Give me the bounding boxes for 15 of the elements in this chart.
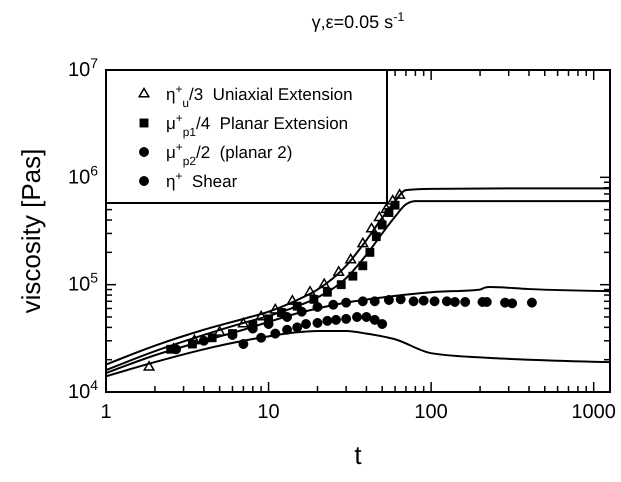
y-tick-label: 10$^{7}$ xyxy=(68,55,98,81)
chart-title: γ,ε=0.05 s$^{-1}$ xyxy=(312,10,404,32)
x-axis-title: t xyxy=(354,440,362,470)
x-tick-label: 10 xyxy=(257,401,280,423)
x-tick-label: 100 xyxy=(414,401,448,423)
legend-label: η$^{+}$ Shear xyxy=(166,169,238,191)
y-tick-label: 10$^{4}$ xyxy=(68,377,98,403)
y-tick-label: 10$^{5}$ xyxy=(68,270,98,296)
legend-label: μ$^{+}$$_{p1}$/4 Planar Extension xyxy=(166,111,348,139)
legend-label: μ$^{+}$$_{p2}$/2 (planar 2) xyxy=(166,140,292,168)
legend-label: η$^{+}$$_{u}$/3 Uniaxial Extension xyxy=(166,82,353,110)
x-tick-label: 1000 xyxy=(571,401,616,423)
x-tick-label: 1 xyxy=(100,401,112,423)
y-axis-title: viscosity [Pas] xyxy=(16,148,46,314)
y-tick-label: 10$^{6}$ xyxy=(68,162,98,188)
